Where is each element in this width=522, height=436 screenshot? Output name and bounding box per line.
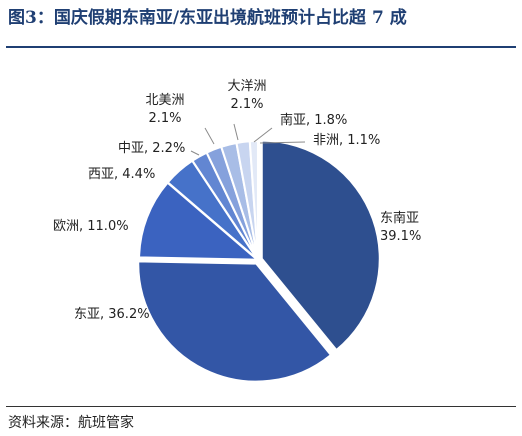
pie-slice-2 [138,181,260,261]
pie-slice-0 [260,139,381,352]
pie-slice-8 [248,140,259,260]
slice-label-5: 北美洲 2.1% [145,93,184,126]
slice-label-8: 非洲, 1.1% [313,133,380,148]
slice-label-7: 南亚, 1.8% [280,112,347,128]
chart-title: 图3：国庆假期东南亚/东亚出境航班预计占比超 7 成 [8,8,407,28]
leader-line-8 [259,141,306,144]
source-note: 资料来源：航班管家 [8,415,134,431]
slice-label-3: 西亚, 4.4% [88,167,155,182]
leader-line-4 [190,150,200,156]
leader-line-5 [204,127,215,145]
slice-label-0: 东南亚 39.1% [380,210,421,244]
slice-label-1: 东亚, 36.2% [74,307,150,322]
slice-label-6: 大洋洲 2.1% [227,79,266,112]
pie-slice-1 [137,260,333,383]
leader-line-7 [253,127,273,143]
slice-label-4: 中亚, 2.2% [118,141,185,156]
slice-label-2: 欧洲, 11.0% [53,219,129,234]
footer-divider [6,406,516,407]
title-divider [6,46,516,48]
leader-line-6 [233,123,239,141]
